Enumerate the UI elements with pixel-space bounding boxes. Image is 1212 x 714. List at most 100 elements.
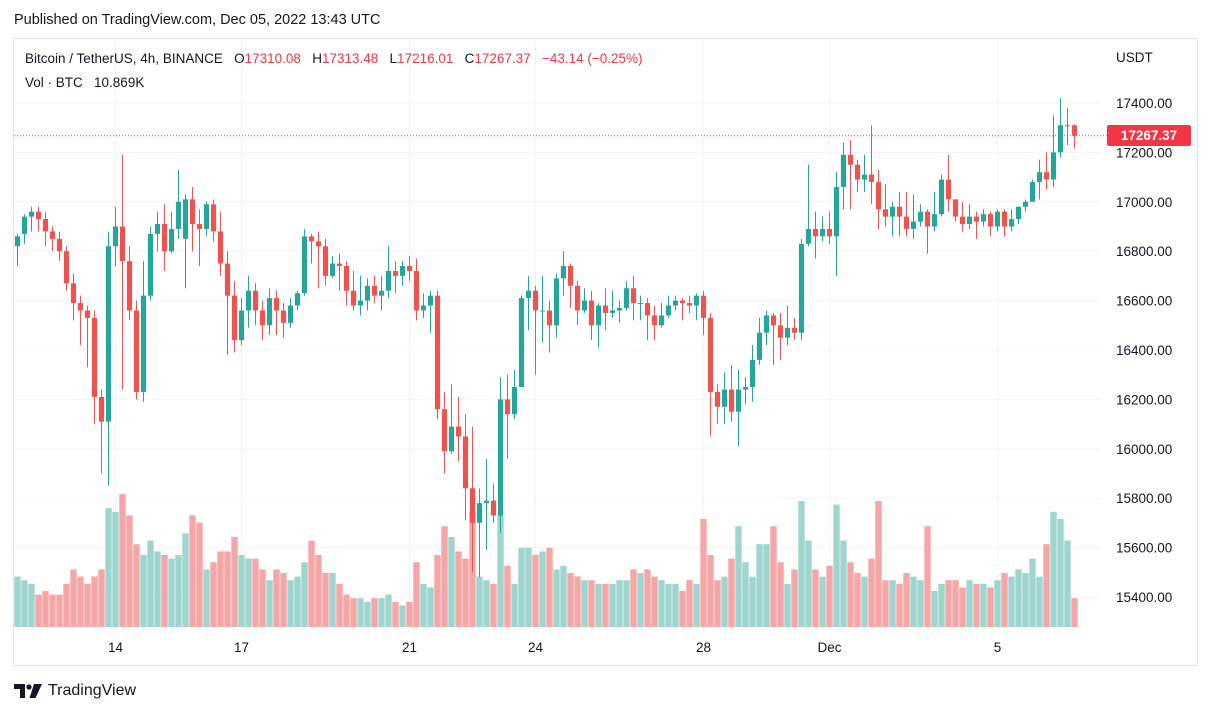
candle-body — [861, 174, 868, 180]
candle-body — [280, 310, 287, 323]
volume-bar — [777, 562, 784, 627]
candle-body — [1015, 206, 1022, 220]
candle-body — [651, 315, 658, 326]
volume-bar — [77, 576, 84, 627]
volume-bar — [637, 573, 644, 627]
volume-bar — [560, 565, 567, 627]
candle-body — [217, 231, 224, 264]
volume-bar — [707, 555, 714, 627]
candle-body — [854, 164, 861, 180]
candle-body — [119, 226, 126, 262]
candle-body — [203, 204, 210, 229]
candle-body — [1057, 125, 1064, 153]
volume-bar — [952, 580, 959, 627]
volume-bar — [154, 551, 161, 627]
candle-body — [770, 315, 777, 326]
candle-body — [791, 327, 798, 333]
volume-bar — [119, 493, 126, 627]
volume-bar — [819, 576, 826, 627]
high-value: 17313.48 — [321, 51, 379, 66]
candle-body — [539, 310, 546, 312]
candle-body — [336, 263, 343, 267]
volume-bar — [56, 594, 63, 627]
volume-bar — [931, 591, 938, 627]
candle-body — [343, 266, 350, 291]
volume-bar — [364, 601, 371, 627]
y-tick-label: 16200.00 — [1116, 392, 1172, 407]
volume-bar — [490, 583, 497, 627]
candle-body — [1071, 125, 1078, 136]
volume-bar — [350, 598, 357, 627]
candle-body — [364, 285, 371, 301]
candle-body — [868, 174, 875, 183]
candle-body — [518, 298, 525, 388]
symbol-title[interactable]: Bitcoin / TetherUS, 4h, BINANCE — [25, 51, 223, 66]
candle-body — [980, 214, 987, 222]
volume-bar — [959, 587, 966, 627]
candle-body — [77, 303, 84, 311]
volume-bar — [175, 555, 182, 627]
high-label: H — [312, 51, 322, 66]
x-tick-label: 28 — [696, 640, 711, 655]
volume-bar — [203, 569, 210, 627]
candle-body — [700, 295, 707, 318]
volume-label[interactable]: Vol · BTC — [25, 75, 83, 90]
candle-body — [917, 211, 924, 222]
candle-body — [112, 226, 119, 247]
candle-body — [1022, 201, 1029, 207]
candle-body — [945, 179, 952, 200]
y-tick-label: 16000.00 — [1116, 442, 1172, 457]
candle-body — [546, 310, 553, 326]
volume-bar — [525, 547, 532, 627]
volume-bar — [1029, 558, 1036, 627]
volume-bar — [182, 533, 189, 627]
candle-body — [56, 238, 63, 252]
volume-bar — [644, 569, 651, 627]
candle-body — [329, 263, 336, 276]
candle-body — [847, 154, 854, 165]
volume-bar — [770, 526, 777, 627]
volume-bar — [518, 547, 525, 627]
candle-body — [735, 389, 742, 412]
volume-bar — [231, 537, 238, 627]
volume-bar — [826, 565, 833, 627]
candle-body — [721, 389, 728, 407]
candle-body — [371, 285, 378, 296]
volume-bar — [903, 573, 910, 627]
candle-body — [196, 224, 203, 229]
candle-body — [28, 211, 35, 217]
volume-bar — [455, 551, 462, 627]
volume-bar — [917, 580, 924, 627]
candle-body — [49, 231, 56, 239]
volume-bar — [315, 555, 322, 627]
candle-body — [588, 300, 595, 326]
volume-bar — [441, 526, 448, 627]
candle-body — [245, 290, 252, 311]
volume-bar — [896, 583, 903, 627]
volume-bar — [399, 605, 406, 627]
low-value: 17216.01 — [397, 51, 454, 66]
x-tick-label: 5 — [994, 640, 1002, 655]
candle-body — [728, 389, 735, 412]
volume-bar — [406, 601, 413, 627]
candle-body — [420, 305, 427, 311]
volume-bar — [161, 555, 168, 627]
volume-bar — [721, 576, 728, 627]
candle-body — [161, 224, 168, 252]
volume-bar — [854, 573, 861, 627]
candle-body — [455, 426, 462, 437]
volume-bar — [994, 580, 1001, 627]
tradingview-brand[interactable]: TradingView — [14, 682, 136, 700]
volume-bar — [98, 569, 105, 627]
volume-bar — [336, 583, 343, 627]
volume-bar — [504, 565, 511, 627]
candle-body — [1050, 152, 1057, 180]
x-tick-label: 24 — [528, 640, 544, 655]
candle-body — [1043, 172, 1050, 180]
volume-bar — [21, 580, 28, 627]
close-value: 17267.37 — [474, 51, 531, 66]
candle-body — [385, 270, 392, 291]
volume-bar — [987, 587, 994, 627]
volume-bar — [714, 580, 721, 627]
